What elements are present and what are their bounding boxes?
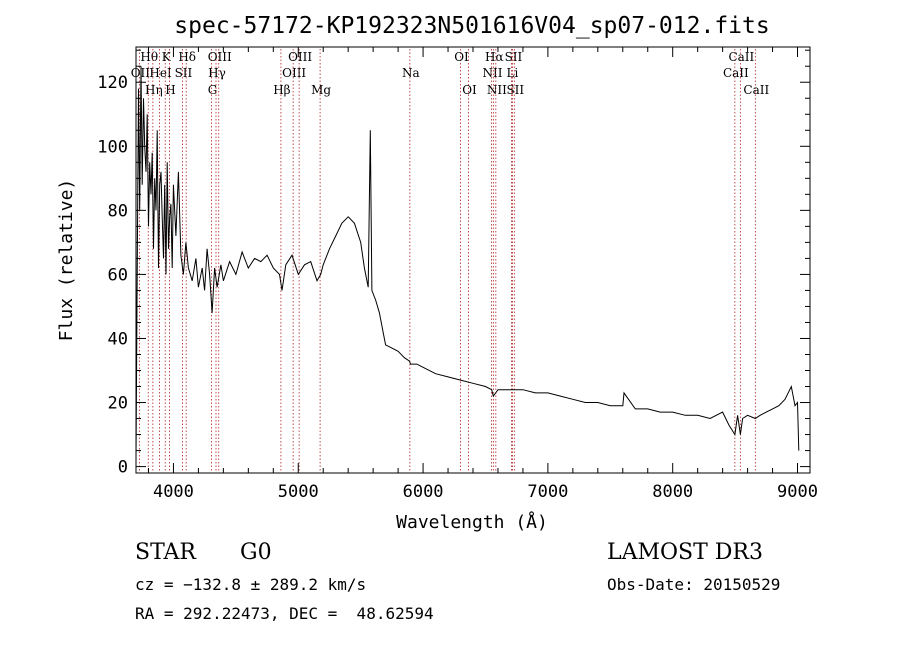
survey-name: LAMOST DR3 (607, 540, 763, 565)
y-axis: 0 20 40 60 80 100 120 (97, 49, 810, 478)
spectral-line-label-5: H (165, 83, 175, 97)
spectral-line-label-17: OI (462, 83, 477, 97)
spectral-line-label-26: CaII (743, 83, 769, 97)
spectral-line-label-11: Hβ (273, 83, 290, 97)
object-class: STAR (135, 540, 196, 565)
y-tick-label-5: 100 (97, 137, 128, 157)
observation-date: Obs-Date: 20150529 (607, 575, 781, 594)
spectral-line-label-6: Hδ (178, 50, 196, 64)
x-tick-label-1: 5000 (278, 482, 319, 502)
plot-frame (135, 46, 811, 474)
spectral-line-label-14: Mg (311, 83, 331, 97)
y-axis-title: Flux (relative) (56, 179, 77, 342)
x-axis-title: Wavelength (Å) (396, 511, 548, 533)
spectrum-line (135, 66, 800, 461)
y-tick-label-4: 80 (108, 201, 128, 221)
spectral-line-label-12: OIII (282, 66, 306, 80)
x-tick-label-3: 7000 (527, 482, 568, 502)
spectral-line-label-22: SII (505, 50, 523, 64)
spectral-line-label-3: HeI (149, 66, 172, 80)
spectral-line-label-2: Hη (145, 83, 163, 97)
y-tick-label-1: 20 (108, 394, 128, 414)
spectral-line-label-15: Na (402, 66, 420, 80)
x-axis: 4000 5000 6000 7000 8000 9000 (147, 47, 818, 502)
spectral-line-label-24: CaII (723, 66, 749, 80)
spectral-line-label-21: Li (507, 66, 519, 80)
spectral-line-label-8: G (208, 83, 218, 97)
spectral-line-label-9: Hγ (208, 66, 226, 80)
x-tick-label-4: 8000 (652, 482, 693, 502)
x-tick-label-0: 4000 (153, 482, 194, 502)
spectral-line-label-7: SII (175, 66, 193, 80)
spectral-line-label-10: OIII (208, 50, 232, 64)
spectral-line-label-18: NII (482, 66, 502, 80)
spectral-line-label-25: CaII (728, 50, 754, 64)
chart-title: spec-57172-KP192323N501616V04_sp07-012.f… (174, 13, 769, 39)
y-tick-label-6: 120 (97, 73, 128, 93)
x-tick-label-2: 6000 (403, 482, 444, 502)
spectral-line-markers: OIIHθHηHeIKHHδSIIGHγOIIIHβOIIIOIIIMgNaOI… (131, 49, 769, 473)
y-tick-label-2: 40 (108, 329, 128, 349)
spectral-line-label-20: NII (487, 83, 507, 97)
y-tick-label-0: 0 (118, 458, 128, 478)
spectral-line-label-4: K (162, 50, 172, 64)
redshift-velocity: cz = −132.8 ± 289.2 km/s (135, 575, 367, 594)
object-subclass: G0 (240, 540, 272, 565)
spectral-line-label-13: OIII (288, 50, 312, 64)
coordinates: RA = 292.22473, DEC = 48.62594 (135, 604, 434, 623)
spectral-line-label-16: OI (454, 50, 469, 64)
x-tick-label-5: 9000 (777, 482, 818, 502)
spectral-line-label-19: Hα (485, 50, 504, 64)
spectral-line-label-23: SII (506, 83, 524, 97)
y-tick-label-3: 60 (108, 265, 128, 285)
spectral-line-label-1: Hθ (140, 50, 158, 64)
